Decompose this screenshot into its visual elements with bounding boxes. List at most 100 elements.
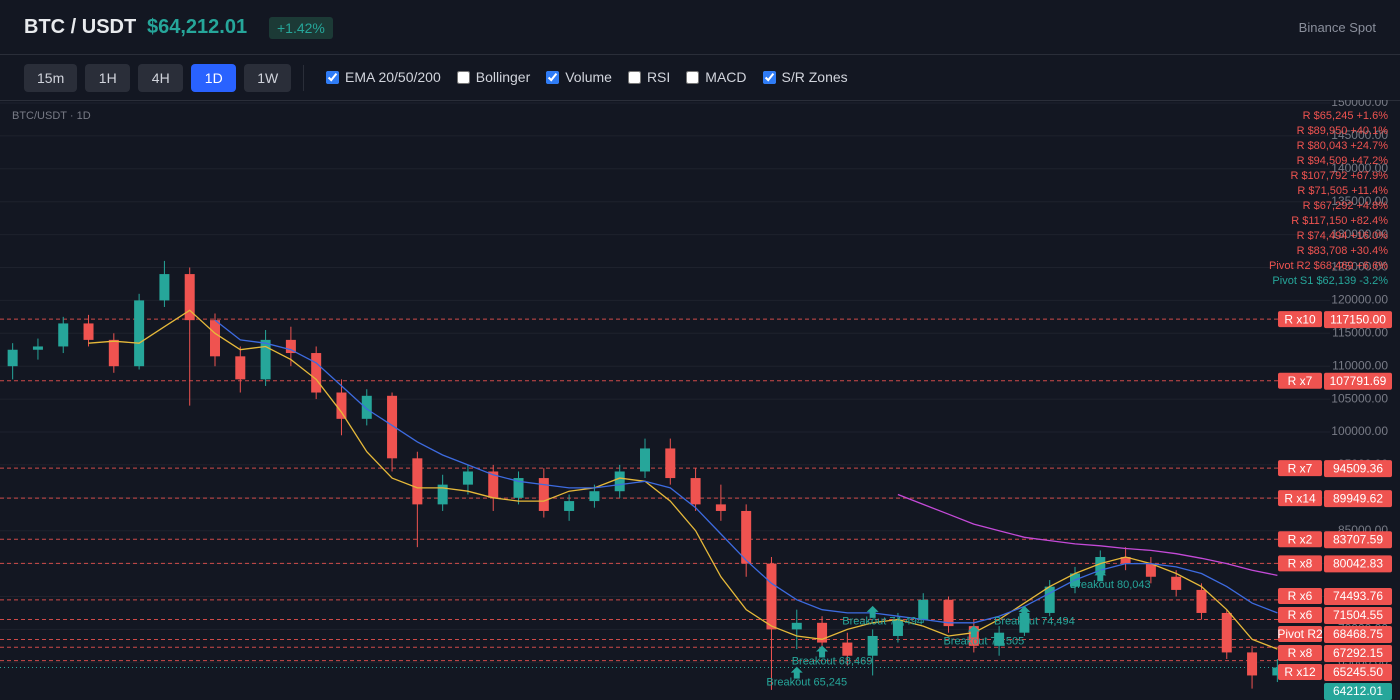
- indicator-label: Volume: [565, 69, 612, 85]
- candle-body: [538, 478, 549, 511]
- symbol: BTC / USDT: [24, 16, 137, 38]
- candle-body: [83, 323, 94, 340]
- candle-body: [1247, 652, 1258, 676]
- timeframe-button[interactable]: 1D: [191, 64, 237, 92]
- breakout-label: Breakout 74,494: [994, 616, 1075, 628]
- breakout-label: Breakout 65,245: [766, 677, 847, 689]
- candle-body: [1145, 563, 1156, 577]
- price-tag: [1324, 490, 1392, 508]
- candle-body: [361, 395, 372, 419]
- candle-body: [32, 346, 43, 350]
- timeframe-group: 15m 1H 4H 1D 1W: [24, 64, 292, 92]
- candle-body: [665, 448, 676, 479]
- level-tag: [1278, 555, 1322, 572]
- zone-note: R $71,505 +11.4%: [1297, 185, 1388, 197]
- ema-line: [897, 493, 1278, 577]
- candle-body: [437, 484, 448, 505]
- checkbox[interactable]: [686, 70, 700, 84]
- indicator-toggle[interactable]: Bollinger: [456, 69, 531, 85]
- price: $64,212.01: [147, 16, 248, 38]
- price-tag: [1324, 626, 1392, 643]
- price-tag-label: 83707.59: [1333, 532, 1383, 546]
- zone-note: R $107,792 +67.9%: [1290, 170, 1388, 182]
- level-tag: [1278, 664, 1322, 680]
- indicator-toggle[interactable]: MACD: [686, 69, 747, 85]
- indicator-label: RSI: [646, 69, 671, 85]
- candle-body: [1221, 612, 1232, 653]
- breakout-arrow: [1018, 605, 1031, 618]
- candle-body: [1019, 612, 1030, 633]
- zone-note: R $74,494 +16.0%: [1297, 230, 1389, 242]
- candle-body: [412, 458, 423, 505]
- price-tag: [1324, 664, 1392, 681]
- y-tick-label: 110000.00: [1332, 358, 1388, 372]
- candle-body: [387, 395, 398, 459]
- y-tick-label: 130000.00: [1331, 227, 1388, 241]
- indicator-toggle[interactable]: RSI: [627, 69, 671, 85]
- zone-note: R $94,509 +47.2%: [1297, 155, 1389, 167]
- indicator-label: EMA 20/50/200: [345, 69, 441, 85]
- level-name: R x10: [1284, 312, 1316, 326]
- level-name: R x7: [1288, 374, 1313, 388]
- candle-body: [58, 323, 69, 347]
- breakout-label: Breakout 68,469: [792, 655, 873, 667]
- level-name: R x6: [1288, 589, 1313, 603]
- candle-body: [336, 392, 347, 419]
- level-tag: [1278, 645, 1322, 661]
- candle-body: [488, 471, 499, 498]
- candle-body: [210, 320, 220, 357]
- candle-body: [1171, 576, 1182, 590]
- candle-body: [462, 471, 473, 485]
- indicator-label: S/R Zones: [781, 69, 848, 85]
- candle-body: [918, 599, 929, 620]
- y-tick-label: 145000.00: [1331, 128, 1388, 142]
- candle-body: [892, 619, 903, 636]
- timeframe-button[interactable]: 4H: [138, 64, 184, 92]
- checkbox[interactable]: [456, 70, 470, 84]
- candle-body: [766, 563, 777, 630]
- candle-body: [614, 471, 625, 492]
- checkbox[interactable]: [546, 70, 560, 84]
- price-tag-label: 64212.01: [1333, 684, 1383, 698]
- candle-body: [1272, 667, 1283, 676]
- candle-body: [513, 478, 524, 498]
- timeframe-button[interactable]: 1W: [244, 64, 292, 92]
- indicator-toggle[interactable]: S/R Zones: [762, 69, 848, 85]
- price-tag-label: 67292.15: [1333, 646, 1383, 660]
- breakout-arrow: [790, 666, 803, 679]
- level-tag: [1278, 588, 1322, 604]
- checkbox[interactable]: [627, 70, 641, 84]
- price-tag: [1324, 311, 1392, 329]
- breakout-label: Breakout 74,494: [842, 616, 923, 628]
- candle-body: [159, 274, 170, 301]
- indicator-toggle[interactable]: EMA 20/50/200: [326, 69, 441, 85]
- price-tag: [1324, 607, 1392, 624]
- zone-note: Pivot S1 $62,139 -3.2%: [1272, 275, 1388, 287]
- price-tag-label: 94509.36: [1333, 461, 1383, 475]
- checkbox[interactable]: [762, 70, 776, 84]
- level-tag: [1278, 311, 1322, 328]
- timeframe-button[interactable]: 15m: [24, 64, 78, 92]
- timeframe-button[interactable]: 1H: [85, 64, 131, 92]
- candle-body: [1095, 557, 1106, 574]
- separator: [303, 65, 304, 91]
- breakout-arrow: [1094, 569, 1107, 582]
- indicator-toggle[interactable]: Volume: [546, 69, 612, 85]
- indicator-label: MACD: [705, 69, 747, 85]
- y-tick-label: 135000.00: [1331, 194, 1388, 208]
- candle-body: [791, 622, 802, 630]
- level-name: Pivot R2: [1277, 627, 1323, 641]
- candle-body: [943, 599, 954, 627]
- candle-body: [715, 504, 726, 511]
- level-tag: [1278, 490, 1322, 507]
- price-tag: [1324, 460, 1392, 478]
- checkbox[interactable]: [326, 70, 339, 84]
- y-tick-label: 115000.00: [1332, 325, 1388, 339]
- candle-body: [7, 349, 18, 367]
- indicator-label: Bollinger: [475, 69, 531, 85]
- exchange: Binance Spot: [1298, 20, 1376, 35]
- y-tick-label: 140000.00: [1331, 161, 1388, 175]
- candle-body: [260, 339, 271, 380]
- y-tick-label: 150000.00: [1331, 100, 1388, 109]
